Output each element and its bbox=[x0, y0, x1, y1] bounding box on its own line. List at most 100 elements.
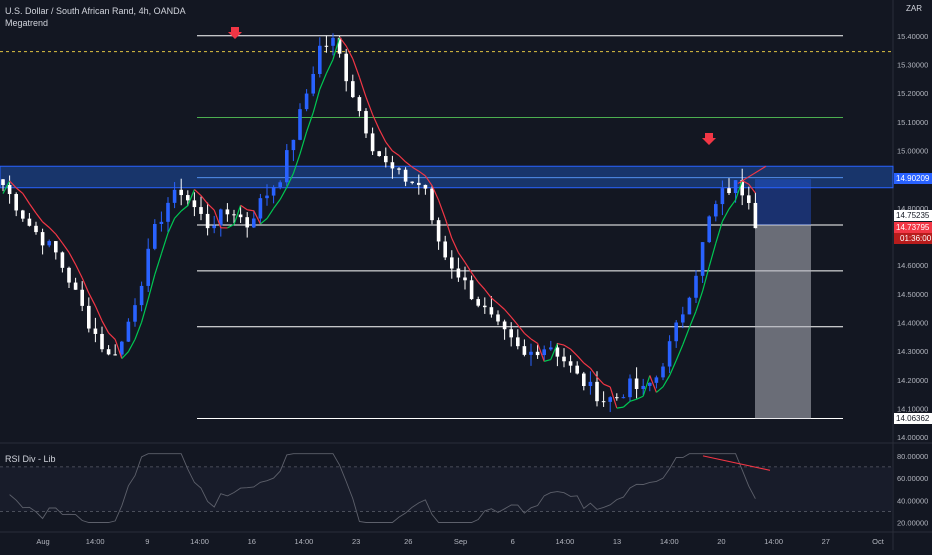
megatrend-line bbox=[379, 129, 386, 142]
candle-body bbox=[608, 397, 612, 402]
rsi-tick-label: 20.00000 bbox=[897, 518, 928, 527]
x-tick-label: 14:00 bbox=[190, 537, 209, 546]
megatrend-line bbox=[623, 401, 630, 407]
candle-body bbox=[476, 299, 480, 306]
y-tick-label: 15.00000 bbox=[897, 146, 928, 155]
candle-body bbox=[635, 379, 639, 390]
currency-label: ZAR bbox=[906, 4, 922, 13]
candle-body bbox=[542, 349, 546, 355]
candle-body bbox=[661, 367, 665, 378]
candle-body bbox=[549, 347, 553, 349]
y-tick-label: 14.10000 bbox=[897, 404, 928, 413]
megatrend-line bbox=[23, 193, 30, 203]
megatrend-line bbox=[208, 204, 215, 210]
candle-body bbox=[146, 249, 150, 286]
y-tick-label: 14.00000 bbox=[897, 433, 928, 442]
candle-body bbox=[655, 377, 659, 382]
megatrend-line bbox=[386, 142, 393, 151]
megatrend-line bbox=[722, 209, 729, 221]
candle-body bbox=[206, 214, 210, 228]
megatrend-line bbox=[590, 368, 597, 377]
megatrend-line bbox=[478, 282, 485, 289]
bar-countdown: 01:36:00 bbox=[894, 233, 932, 244]
candle-body bbox=[674, 323, 678, 342]
candle-body bbox=[100, 334, 104, 349]
candle-body bbox=[245, 217, 249, 227]
target-price-label: 14.06362 bbox=[894, 413, 932, 424]
candle-body bbox=[199, 207, 203, 214]
candle-body bbox=[292, 140, 296, 150]
candle-body bbox=[721, 188, 725, 204]
candle-body bbox=[417, 183, 421, 185]
megatrend-line bbox=[373, 115, 380, 130]
y-tick-label: 15.20000 bbox=[897, 89, 928, 98]
megatrend-line bbox=[155, 254, 162, 275]
megatrend-line bbox=[102, 321, 109, 333]
megatrend-line bbox=[557, 344, 564, 346]
candle-body bbox=[628, 379, 632, 398]
indicator-name: Megatrend bbox=[5, 17, 186, 29]
candle-body bbox=[272, 187, 276, 196]
y-tick-label: 14.50000 bbox=[897, 290, 928, 299]
megatrend-line bbox=[326, 59, 333, 73]
candle-body bbox=[80, 290, 84, 306]
candle-body bbox=[470, 280, 474, 299]
megatrend-line bbox=[399, 156, 406, 162]
y-tick-label: 14.40000 bbox=[897, 318, 928, 327]
candle-body bbox=[34, 226, 38, 232]
last-price-label: 14.75235 bbox=[894, 210, 932, 221]
candle-body bbox=[186, 195, 190, 200]
candle-body bbox=[457, 269, 461, 278]
candle-body bbox=[107, 349, 111, 354]
candle-body bbox=[67, 268, 71, 283]
candle-body bbox=[509, 329, 513, 337]
y-tick-label: 14.30000 bbox=[897, 347, 928, 356]
zone-price-label: 14.90209 bbox=[894, 173, 932, 184]
candle-body bbox=[344, 54, 348, 81]
candle-body bbox=[430, 189, 434, 221]
candle-body bbox=[536, 352, 540, 355]
candle-body bbox=[325, 46, 329, 47]
x-tick-label: Sep bbox=[454, 537, 467, 546]
megatrend-line bbox=[135, 322, 142, 339]
candle-body bbox=[688, 298, 692, 315]
candle-body bbox=[529, 352, 533, 355]
candle-body bbox=[754, 203, 758, 228]
rsi-band bbox=[0, 467, 893, 511]
candle-body bbox=[437, 220, 441, 241]
candle-body bbox=[278, 182, 282, 187]
y-tick-label: 15.40000 bbox=[897, 32, 928, 41]
megatrend-line bbox=[439, 200, 446, 218]
candle-body bbox=[371, 133, 375, 151]
candle-body bbox=[615, 397, 619, 398]
candle-body bbox=[503, 321, 507, 329]
candle-body bbox=[259, 198, 263, 218]
x-tick-label: Aug bbox=[36, 537, 49, 546]
short-position-reward bbox=[755, 225, 811, 419]
candle-body bbox=[226, 209, 230, 214]
candle-body bbox=[641, 386, 645, 389]
rsi-tick-label: 40.00000 bbox=[897, 496, 928, 505]
x-tick-label: 27 bbox=[822, 537, 830, 546]
candle-body bbox=[212, 225, 216, 228]
megatrend-line bbox=[307, 113, 314, 132]
candle-body bbox=[47, 241, 51, 245]
candle-body bbox=[727, 188, 731, 193]
candle-body bbox=[193, 200, 197, 207]
x-tick-label: 16 bbox=[248, 537, 256, 546]
candle-body bbox=[305, 94, 309, 110]
candle-body bbox=[351, 81, 355, 97]
megatrend-line bbox=[524, 333, 531, 339]
candle-body bbox=[734, 180, 738, 193]
candle-body bbox=[443, 241, 447, 257]
candle-body bbox=[569, 361, 573, 365]
x-tick-label: 23 bbox=[352, 537, 360, 546]
candle-body bbox=[265, 196, 269, 199]
candle-body bbox=[239, 214, 243, 217]
megatrend-line bbox=[637, 396, 644, 399]
megatrend-line bbox=[505, 309, 512, 317]
candle-body bbox=[166, 203, 170, 222]
megatrend-line bbox=[604, 384, 611, 387]
